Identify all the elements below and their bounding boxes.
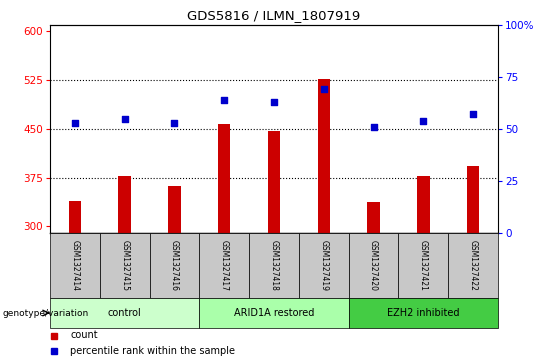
Bar (199, 233, 249, 298)
Bar (299, 233, 349, 298)
Bar (199, 298, 349, 328)
Point (120, 116, 129, 122)
Bar (69, 200, 81, 233)
Bar (150, 233, 199, 298)
Point (369, 124, 378, 130)
Text: ARID1A restored: ARID1A restored (234, 308, 314, 318)
Bar (168, 186, 181, 233)
Text: GSM1327414: GSM1327414 (70, 240, 79, 291)
Bar (417, 176, 429, 233)
Bar (118, 176, 131, 233)
Title: GDS5816 / ILMN_1807919: GDS5816 / ILMN_1807919 (187, 9, 361, 23)
Text: GSM1327416: GSM1327416 (170, 240, 179, 291)
Text: GSM1327419: GSM1327419 (319, 240, 328, 291)
Text: percentile rank within the sample: percentile rank within the sample (70, 346, 235, 355)
Bar (50, 298, 199, 328)
Bar (268, 131, 280, 233)
Text: GSM1327422: GSM1327422 (469, 240, 477, 291)
Point (269, 99, 278, 105)
Text: GSM1327415: GSM1327415 (120, 240, 129, 291)
Text: control: control (108, 308, 141, 318)
Bar (349, 298, 498, 328)
Bar (50, 233, 100, 298)
Text: EZH2 inhibited: EZH2 inhibited (387, 308, 460, 318)
Point (320, 87, 328, 93)
Text: genotype/variation: genotype/variation (3, 309, 89, 318)
Text: GSM1327420: GSM1327420 (369, 240, 378, 291)
Point (71, 120, 79, 126)
Text: GSM1327421: GSM1327421 (419, 240, 428, 291)
Bar (467, 166, 480, 233)
Bar (249, 233, 299, 298)
Bar (100, 233, 150, 298)
Point (419, 118, 428, 123)
Bar (318, 79, 330, 233)
Text: GSM1327417: GSM1327417 (220, 240, 229, 291)
Point (220, 97, 228, 103)
Bar (367, 202, 380, 233)
Point (170, 120, 179, 126)
Text: GSM1327418: GSM1327418 (269, 240, 279, 291)
Bar (399, 233, 448, 298)
Bar (349, 233, 399, 298)
Text: count: count (70, 330, 98, 340)
Bar (218, 124, 231, 233)
Point (469, 111, 477, 117)
Bar (448, 233, 498, 298)
